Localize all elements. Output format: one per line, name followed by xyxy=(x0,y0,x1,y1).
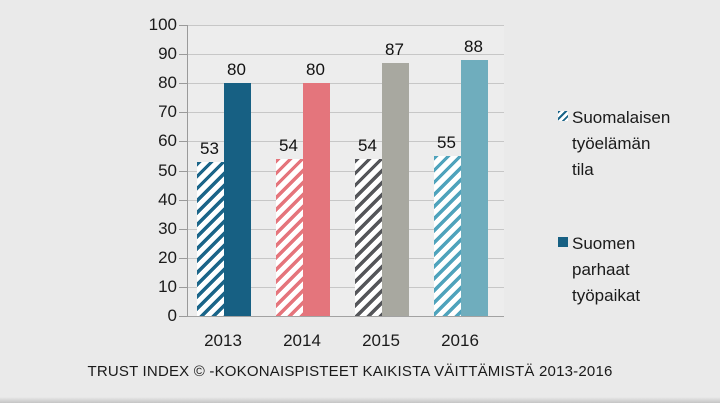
chart-caption: TRUST INDEX © -KOKONAISPISTEET KAIKISTA … xyxy=(87,363,613,380)
gridline-20 xyxy=(188,257,504,259)
y-tick-10 xyxy=(179,286,187,288)
x-axis-label-2014: 2014 xyxy=(283,331,321,350)
x-axis-label-2016: 2016 xyxy=(441,331,479,350)
x-axis-label-2015: 2015 xyxy=(362,331,400,350)
gridline-90 xyxy=(188,54,504,56)
chart-legend: Suomalaisen työelämän tila Suomen parhaat… xyxy=(558,105,708,309)
gridline-100 xyxy=(188,25,504,26)
chart-plot-area xyxy=(179,25,504,317)
bar-value-label-2015-solid: 87 xyxy=(385,39,404,59)
y-axis-label-100: 100 xyxy=(148,15,177,34)
bar-2015-hatched xyxy=(355,158,382,316)
y-axis-label-50: 50 xyxy=(158,160,177,180)
legend-swatch-hatched xyxy=(558,111,568,121)
bar-2014-hatched xyxy=(276,158,303,316)
legend-label-0: Suomalaisen työelämän tila xyxy=(572,108,671,179)
x-axis-label-2013: 2013 xyxy=(204,331,242,350)
y-axis-label-0: 0 xyxy=(167,306,177,325)
y-tick-0 xyxy=(179,316,187,317)
bar-value-label-2013-hatched: 53 xyxy=(200,138,219,158)
gridline-60 xyxy=(188,141,504,143)
bar-value-label-2014-hatched: 54 xyxy=(279,135,298,155)
bar-value-label-2016-solid: 88 xyxy=(464,36,483,56)
gridline-80 xyxy=(188,83,504,85)
bar-2013-solid xyxy=(224,83,251,316)
y-tick-70 xyxy=(179,112,187,114)
y-axis-label-90: 90 xyxy=(158,44,177,64)
bar-value-label-2016-hatched: 55 xyxy=(437,132,456,152)
y-tick-90 xyxy=(179,54,187,56)
y-axis-label-30: 30 xyxy=(158,218,177,238)
y-tick-50 xyxy=(179,170,187,172)
bottom-edge-shade xyxy=(0,397,720,403)
gridline-40 xyxy=(188,199,504,201)
gridline-10 xyxy=(188,286,504,288)
y-tick-100 xyxy=(179,25,187,26)
y-axis-label-20: 20 xyxy=(158,247,177,267)
y-axis-label-70: 70 xyxy=(158,102,177,122)
bar-2014-solid xyxy=(303,83,330,316)
bar-value-label-2014-solid: 80 xyxy=(306,60,325,80)
y-axis-label-40: 40 xyxy=(158,189,177,209)
legend-swatch-solid xyxy=(558,237,568,247)
y-axis-label-10: 10 xyxy=(158,276,177,296)
bar-value-label-2015-hatched: 54 xyxy=(358,135,377,155)
y-tick-60 xyxy=(179,141,187,143)
legend-item-0: Suomalaisen työelämän tila xyxy=(558,105,708,183)
bar-2016-hatched xyxy=(434,155,461,316)
gridline-70 xyxy=(188,112,504,114)
bar-2015-solid xyxy=(382,62,409,316)
bar-2013-hatched xyxy=(197,161,224,316)
y-tick-20 xyxy=(179,257,187,259)
legend-label-1: Suomen parhaat työpaikat xyxy=(572,234,641,305)
y-tick-30 xyxy=(179,228,187,230)
bar-value-label-2013-solid: 80 xyxy=(227,60,246,80)
legend-item-1: Suomen parhaat työpaikat xyxy=(558,231,708,309)
y-tick-80 xyxy=(179,83,187,85)
y-tick-40 xyxy=(179,199,187,201)
bar-2016-solid xyxy=(461,59,488,316)
gridline-50 xyxy=(188,170,504,172)
y-axis-label-80: 80 xyxy=(158,73,177,93)
y-axis-label-60: 60 xyxy=(158,131,177,151)
gridline-30 xyxy=(188,228,504,230)
